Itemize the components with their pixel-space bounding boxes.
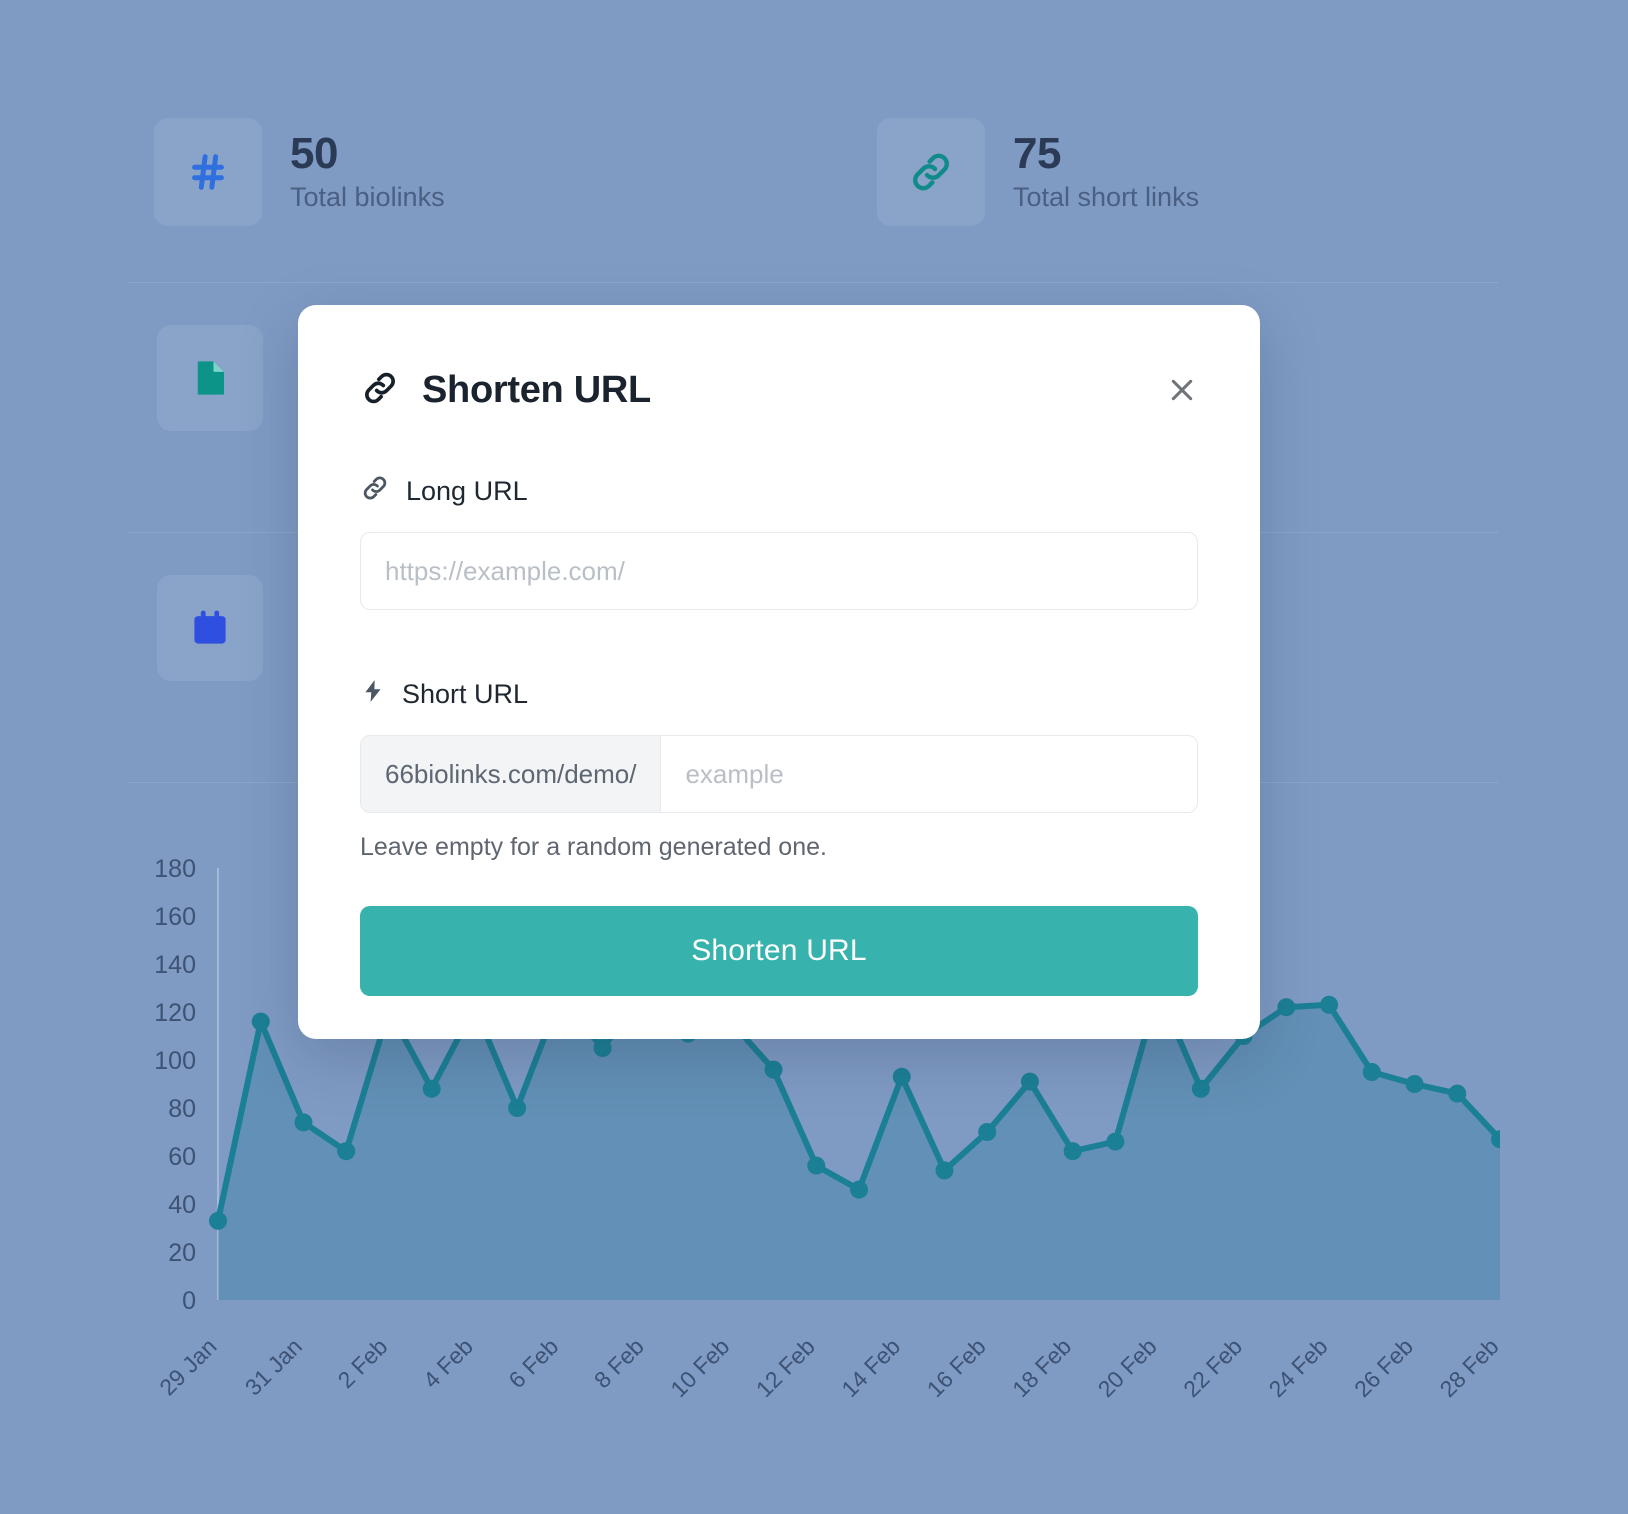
x-axis-tick-label: 20 Feb: [1093, 1333, 1162, 1402]
chart-data-point[interactable]: [251, 1012, 270, 1031]
short-url-label-row: Short URL: [360, 676, 1198, 713]
y-axis-tick-label: 120: [154, 999, 196, 1027]
short-url-helper-text: Leave empty for a random generated one.: [360, 833, 827, 861]
stat-card-short-links: 75 Total short links: [813, 30, 1498, 280]
y-axis-tick-label: 0: [182, 1287, 196, 1315]
chart-data-point[interactable]: [1491, 1130, 1500, 1149]
chart-data-point[interactable]: [978, 1123, 997, 1141]
chart-area-fill: [218, 990, 1500, 1300]
x-axis-tick-label: 26 Feb: [1349, 1333, 1418, 1402]
chart-data-point[interactable]: [294, 1113, 313, 1132]
x-axis-tick-label: 22 Feb: [1178, 1333, 1247, 1402]
stat-card-biolinks: 50 Total biolinks: [128, 30, 813, 280]
x-axis-tick-label: 24 Feb: [1264, 1333, 1333, 1402]
x-axis-tick-label: 16 Feb: [922, 1333, 991, 1402]
shorten-url-submit-button[interactable]: Shorten URL: [360, 906, 1198, 996]
stat-label: Total short links: [1013, 181, 1200, 212]
document-icon: [157, 325, 263, 431]
short-url-group: Short URL 66biolinks.com/demo/ Leave emp…: [360, 676, 1198, 862]
y-axis-tick-label: 40: [168, 1191, 196, 1219]
chart-data-point[interactable]: [1191, 1079, 1210, 1098]
stats-row: 50 Total biolinks 75 Total short links: [128, 30, 1498, 280]
x-axis-tick-label: 10 Feb: [665, 1333, 734, 1402]
long-url-label: Long URL: [406, 476, 528, 506]
long-url-group: Long URL: [360, 473, 1198, 610]
stat-value: 75: [1013, 128, 1061, 178]
x-axis-tick-label: 8 Feb: [589, 1333, 649, 1393]
stat-value: 50: [290, 128, 338, 178]
x-axis-tick-label: 14 Feb: [836, 1333, 905, 1402]
y-axis-tick-label: 180: [154, 855, 196, 883]
x-axis-tick-label: 29 Jan: [154, 1333, 221, 1400]
chart-data-point[interactable]: [1448, 1084, 1467, 1103]
analytics-chart: 0 20 40 60 80 100 120 140 160 180 29 Jan 31 Jan 2 Fe…: [128, 840, 1500, 1460]
chart-data-point[interactable]: [1320, 995, 1339, 1014]
chart-data-point[interactable]: [1405, 1075, 1424, 1093]
modal-header: Shorten URL: [360, 361, 1198, 419]
chart-data-point[interactable]: [764, 1060, 783, 1079]
chart-data-point[interactable]: [1277, 998, 1296, 1017]
x-axis-tick-label: 31 Jan: [240, 1333, 307, 1400]
y-axis-tick-label: 140: [154, 951, 196, 979]
chart-data-point[interactable]: [593, 1039, 612, 1057]
link-icon: [360, 368, 400, 413]
short-url-input-group: 66biolinks.com/demo/: [360, 735, 1198, 813]
chart-data-point[interactable]: [337, 1142, 356, 1161]
stat-label: Total biolinks: [290, 181, 445, 212]
shorten-url-modal: Shorten URL Long URL: [298, 305, 1260, 1039]
x-axis-tick-label: 4 Feb: [418, 1333, 478, 1393]
x-axis-tick-label: 12 Feb: [751, 1333, 820, 1402]
x-axis-tick-label: 18 Feb: [1007, 1333, 1076, 1402]
divider: [128, 282, 1498, 283]
chart-data-point[interactable]: [892, 1067, 911, 1086]
y-axis-tick-label: 100: [154, 1047, 196, 1075]
x-axis-tick-label: 28 Feb: [1435, 1333, 1500, 1402]
y-axis-tick-label: 20: [168, 1239, 196, 1267]
link-icon: [360, 473, 390, 510]
chart-data-point[interactable]: [1020, 1072, 1039, 1091]
chart-data-point[interactable]: [1106, 1132, 1125, 1151]
calendar-icon: [157, 575, 263, 681]
x-axis-tick-label: 6 Feb: [503, 1333, 563, 1393]
chart-data-point[interactable]: [422, 1079, 441, 1098]
chart-data-point[interactable]: [1362, 1063, 1381, 1081]
link-icon: [877, 118, 985, 226]
x-axis-tick-label: 2 Feb: [332, 1333, 392, 1393]
chart-data-point[interactable]: [850, 1180, 868, 1199]
long-url-label-row: Long URL: [360, 473, 1198, 510]
y-axis-tick-label: 60: [168, 1143, 196, 1171]
modal-title-group: Shorten URL: [360, 368, 651, 413]
close-icon[interactable]: [1160, 368, 1204, 412]
long-url-input[interactable]: [360, 532, 1198, 610]
chart-data-point[interactable]: [1063, 1142, 1082, 1161]
chart-data-point[interactable]: [209, 1211, 227, 1230]
chart-svg: 0 20 40 60 80 100 120 140 160 180 29 Jan 31 Jan 2 Fe…: [154, 855, 1500, 1402]
bolt-icon: [360, 676, 386, 713]
y-axis-tick-label: 80: [168, 1095, 196, 1123]
y-axis-tick-label: 160: [154, 903, 196, 931]
chart-data-point[interactable]: [935, 1161, 954, 1180]
page-title: Shorten URL: [422, 368, 651, 411]
hash-icon: [154, 118, 262, 226]
short-url-prefix: 66biolinks.com/demo/: [361, 736, 662, 812]
chart-data-point[interactable]: [508, 1099, 527, 1117]
short-url-label: Short URL: [402, 679, 529, 709]
short-url-slug-input[interactable]: [661, 736, 1197, 812]
chart-data-point[interactable]: [807, 1156, 826, 1175]
